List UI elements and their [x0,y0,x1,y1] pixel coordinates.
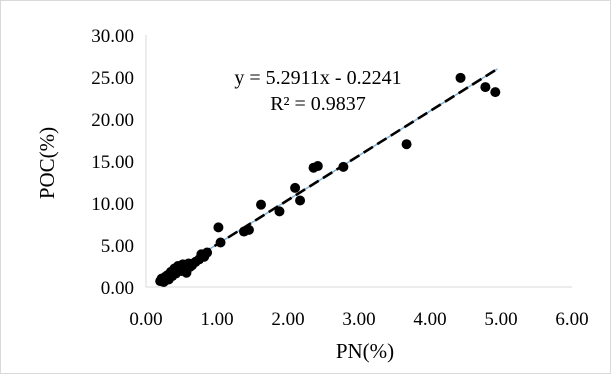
data-point [256,199,267,210]
y-tick-label: 10.00 [91,194,134,215]
x-tick-label: 3.00 [342,309,375,330]
data-point [243,224,254,235]
data-point [202,247,213,258]
y-tick-label: 30.00 [91,26,134,47]
x-tick-label: 1.00 [200,309,233,330]
data-point [213,222,224,233]
x-tick-label: 0.00 [129,309,162,330]
y-tick-label: 0.00 [101,278,134,299]
y-tick-label: 20.00 [91,110,134,131]
x-tick-label: 5.00 [484,309,517,330]
data-point [295,195,306,206]
data-point [455,72,466,83]
x-tick-label: 4.00 [413,309,446,330]
data-point [290,182,301,193]
trendline-equation: y = 5.2911x - 0.2241 [234,67,401,89]
y-tick-label: 25.00 [91,68,134,89]
x-axis-title: PN(%) [336,339,394,363]
data-point [338,161,349,172]
y-axis-title: POC(%) [35,127,59,199]
y-tick-label: 15.00 [91,152,134,173]
y-tick-label: 5.00 [101,236,134,257]
data-point [490,87,501,98]
axes [145,35,572,288]
data-point [312,161,323,172]
data-points [155,72,501,287]
r-squared-label: R² = 0.9837 [270,93,366,115]
data-point [274,206,285,217]
data-point [401,139,412,150]
data-point [215,237,226,248]
data-point [480,82,491,93]
x-tick-label: 6.00 [555,309,588,330]
x-tick-label: 2.00 [271,309,304,330]
tick-labels: 0.00 1.00 2.00 3.00 4.00 5.00 6.00 0.00 5.00 10.0… [91,26,588,330]
